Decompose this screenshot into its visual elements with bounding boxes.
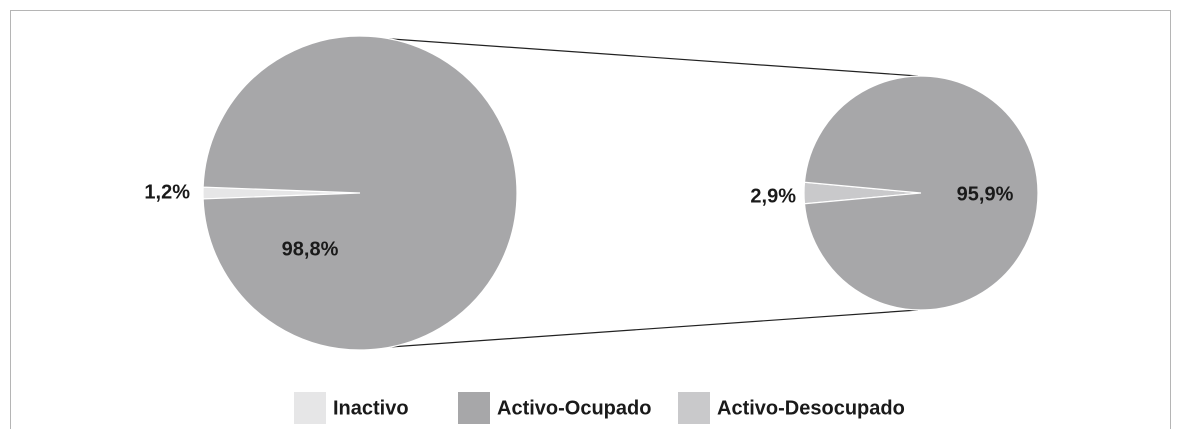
legend-label: Activo-Desocupado (717, 397, 905, 419)
data-label: 98,8% (282, 238, 339, 260)
legend-swatch (458, 392, 490, 424)
legend-label: Activo-Ocupado (497, 397, 651, 419)
frame (10, 10, 1171, 429)
legend-label: Inactivo (333, 397, 409, 419)
pie-slice (202, 35, 518, 351)
data-label: 95,9% (957, 183, 1014, 205)
data-label: 2,9% (750, 185, 796, 207)
connector (377, 37, 919, 77)
legend-swatch (294, 392, 326, 424)
legend-swatch (678, 392, 710, 424)
data-label: 1,2% (144, 181, 190, 203)
connector (389, 309, 919, 348)
pie-slice (803, 75, 1039, 311)
